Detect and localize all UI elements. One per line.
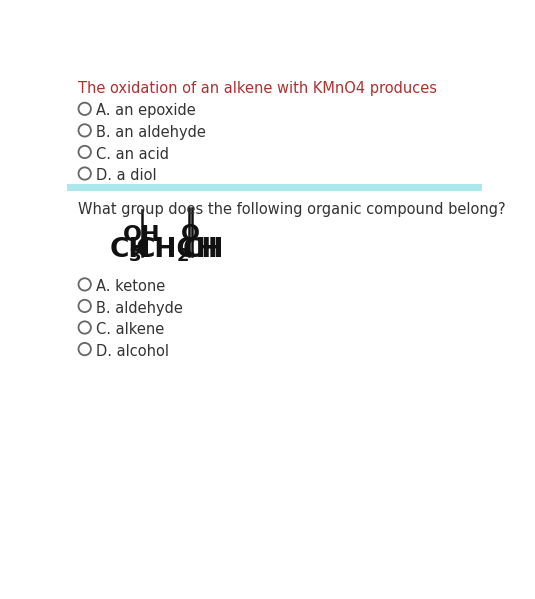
Text: The oxidation of an alkene with KMnO4 produces: The oxidation of an alkene with KMnO4 pr…	[78, 81, 437, 96]
Text: B. aldehyde: B. aldehyde	[96, 301, 183, 316]
Text: What group does the following organic compound belong?: What group does the following organic co…	[78, 202, 506, 217]
Text: CH: CH	[183, 237, 225, 264]
Bar	[67, 183, 482, 191]
Text: B. an aldehyde: B. an aldehyde	[96, 125, 206, 140]
Text: A. an epoxide: A. an epoxide	[96, 104, 196, 119]
Text: A. ketone: A. ketone	[96, 279, 165, 294]
Text: OH: OH	[123, 225, 161, 245]
Text: C. an acid: C. an acid	[96, 147, 169, 162]
Text: CHCH: CHCH	[136, 237, 219, 264]
Text: D. a diol: D. a diol	[96, 168, 157, 183]
Text: 2: 2	[177, 247, 189, 265]
Text: O: O	[181, 223, 200, 244]
Text: D. alcohol: D. alcohol	[96, 344, 169, 359]
Text: 3: 3	[129, 247, 141, 265]
Text: C. alkene: C. alkene	[96, 322, 165, 337]
Text: CH: CH	[110, 237, 151, 264]
